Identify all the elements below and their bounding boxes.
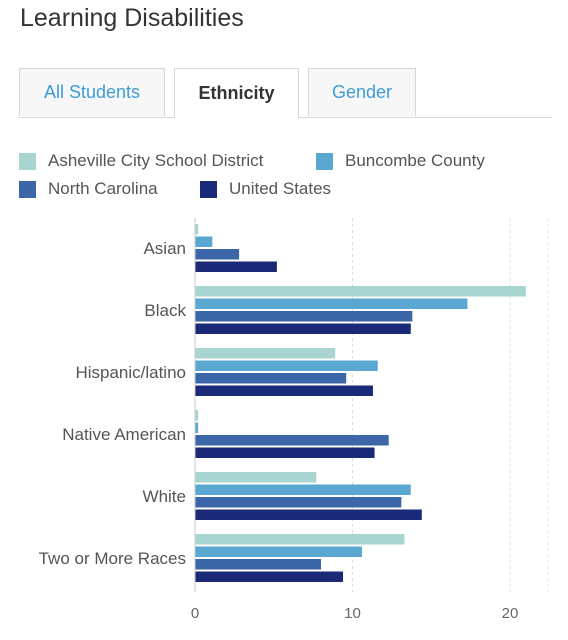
bar xyxy=(195,323,411,334)
bar xyxy=(195,360,378,371)
legend-swatch xyxy=(316,152,333,170)
legend-swatch xyxy=(19,180,36,198)
tab-gender[interactable]: Gender xyxy=(308,68,416,116)
bar xyxy=(195,435,389,446)
bar xyxy=(195,546,362,557)
bar xyxy=(195,373,347,384)
y-category-label: Black xyxy=(144,301,186,320)
bar xyxy=(195,571,344,582)
bar xyxy=(195,249,240,260)
bar xyxy=(195,385,373,396)
legend-swatch xyxy=(19,152,36,170)
legend-label: United States xyxy=(229,179,332,198)
y-category-label: Hispanic/latino xyxy=(75,363,186,382)
x-tick-label: 10 xyxy=(344,605,361,622)
bar xyxy=(195,447,375,458)
tab-all-students[interactable]: All Students xyxy=(19,68,165,116)
legend-label: North Carolina xyxy=(48,179,158,198)
bar xyxy=(195,410,199,421)
y-category-label: Two or More Races xyxy=(39,549,186,568)
legend-item-buncombe[interactable]: Buncombe County xyxy=(316,151,485,171)
legend-label: Buncombe County xyxy=(345,151,485,170)
bar xyxy=(195,472,317,483)
x-tick-label: 20 xyxy=(502,605,519,622)
bar xyxy=(195,509,422,520)
y-category-label: Native American xyxy=(62,425,186,444)
bar xyxy=(195,534,405,545)
legend-item-asheville[interactable]: Asheville City School District xyxy=(19,151,263,171)
bar xyxy=(195,298,468,309)
bar xyxy=(195,484,411,495)
legend-item-united-states[interactable]: United States xyxy=(200,179,331,199)
legend-swatch xyxy=(200,180,217,198)
bar xyxy=(195,261,277,272)
y-category-label: White xyxy=(143,487,186,506)
bar xyxy=(195,286,526,297)
bar xyxy=(195,236,213,247)
y-category-label: Asian xyxy=(143,239,186,258)
bar xyxy=(195,224,199,235)
tab-ethnicity[interactable]: Ethnicity xyxy=(174,68,299,118)
legend-item-north-carolina[interactable]: North Carolina xyxy=(19,179,158,199)
legend-label: Asheville City School District xyxy=(48,151,264,170)
bar xyxy=(195,497,402,508)
bar xyxy=(195,348,336,359)
x-tick-label: 0 xyxy=(191,605,199,622)
tab-bar: All Students Ethnicity Gender xyxy=(19,68,552,118)
bar xyxy=(195,422,199,433)
page-title: Learning Disabilities xyxy=(20,4,244,32)
bar xyxy=(195,311,413,322)
bar xyxy=(195,559,321,570)
